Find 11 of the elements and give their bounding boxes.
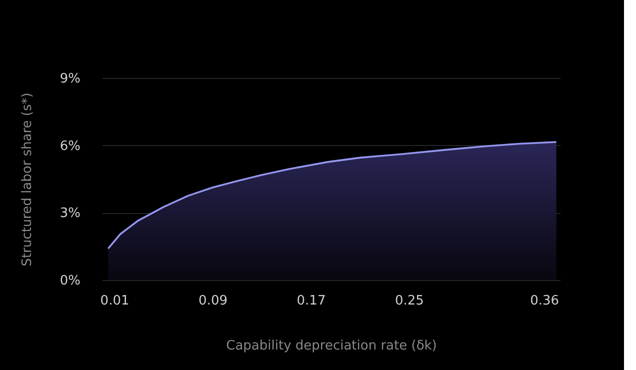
x-tick-label: 0.09 <box>198 294 228 308</box>
y-axis-title: Structured labor share (s*) <box>20 92 35 266</box>
y-tick-label: 0% <box>60 274 80 288</box>
x-axis-title: Capability depreciation rate (δk) <box>226 338 437 354</box>
y-tick-label: 3% <box>60 206 80 222</box>
y-tick-label: 9% <box>60 72 80 86</box>
x-tick-label: 0.36 <box>530 294 560 308</box>
x-tick-label: 0.25 <box>394 294 424 308</box>
y-tick-label: 6% <box>60 138 80 154</box>
x-tick-label: 0.01 <box>100 294 130 308</box>
x-tick-label: 0.17 <box>296 294 326 308</box>
